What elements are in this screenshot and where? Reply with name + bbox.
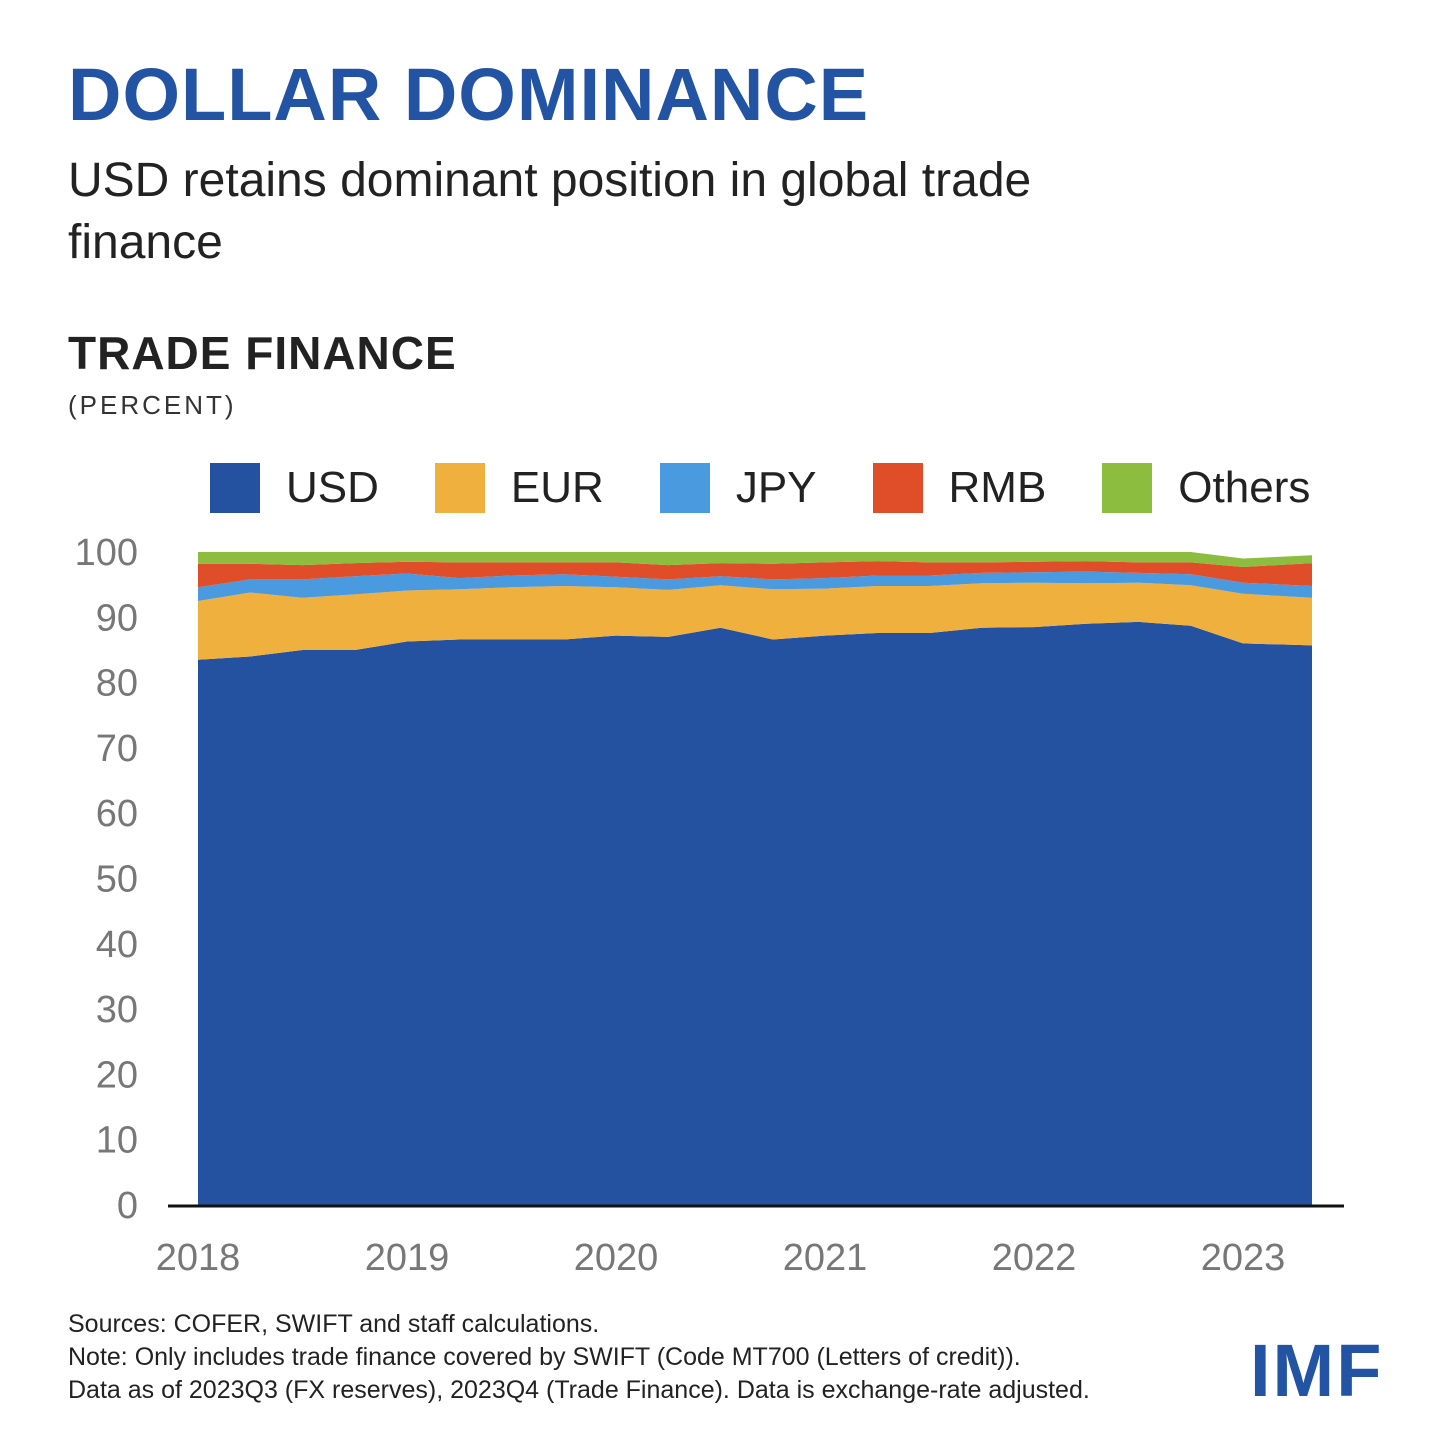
area-rmb [198,561,1312,588]
legend-item-usd: USD [210,463,379,513]
chart-footer: Sources: COFER, SWIFT and staff calculat… [68,1308,1090,1407]
legend-label-others: Others [1178,463,1311,512]
legend-swatch-others [1102,463,1153,513]
y-tick-label: 70 [96,728,138,770]
y-tick-label: 10 [96,1120,138,1162]
chart-title: TRADE FINANCE [68,327,457,379]
y-tick-label: 100 [75,532,138,574]
y-tick-label: 0 [117,1185,138,1227]
chart-legend: USD EUR JPY RMB Others [210,463,1310,513]
x-tick-label: 2020 [574,1237,659,1279]
legend-label-jpy: JPY [735,463,817,512]
y-tick-label: 60 [96,793,138,835]
area-layer [198,552,1312,1205]
page-title: DOLLAR DOMINANCE [68,53,870,136]
legend-swatch-rmb [872,463,923,513]
legend-item-rmb: RMB [872,463,1047,513]
legend-label-rmb: RMB [948,463,1047,512]
legend-label-eur: EUR [510,463,604,512]
y-tick-label: 50 [96,859,138,901]
x-axis-tick-labels: 2018 2019 2020 2021 2022 2023 [156,1237,1286,1279]
x-tick-label: 2021 [783,1237,868,1279]
legend-label-usd: USD [286,463,379,512]
y-tick-label: 30 [96,989,138,1031]
area-others [198,552,1312,567]
x-tick-label: 2023 [1201,1237,1286,1279]
legend-item-eur: EUR [434,463,604,513]
y-axis-tick-labels: 0 10 20 30 40 50 60 70 80 90 100 [75,532,138,1227]
legend-swatch-jpy [659,463,710,513]
legend-swatch-usd [210,463,260,513]
coverage-note: Note: Only includes trade finance covere… [68,1343,1021,1371]
y-tick-label: 20 [96,1054,138,1096]
y-tick-label: 80 [96,663,138,705]
legend-item-others: Others [1102,463,1310,513]
x-tick-label: 2018 [156,1237,241,1279]
area-usd [198,621,1312,1205]
x-tick-label: 2019 [365,1237,450,1279]
page-subtitle: USD retains dominant position in global … [68,154,1032,269]
imf-logo: IMF [1250,1329,1384,1412]
legend-swatch-eur [434,463,485,513]
y-tick-label: 90 [96,597,138,639]
x-tick-label: 2022 [992,1237,1077,1279]
chart-unit: (PERCENT) [68,390,237,420]
area-jpy [198,571,1312,601]
area-eur [198,582,1312,660]
legend-item-jpy: JPY [659,463,817,513]
y-tick-label: 40 [96,924,138,966]
data-date-note: Data as of 2023Q3 (FX reserves), 2023Q4 … [68,1376,1090,1404]
sources-note: Sources: COFER, SWIFT and staff calculat… [68,1310,600,1338]
